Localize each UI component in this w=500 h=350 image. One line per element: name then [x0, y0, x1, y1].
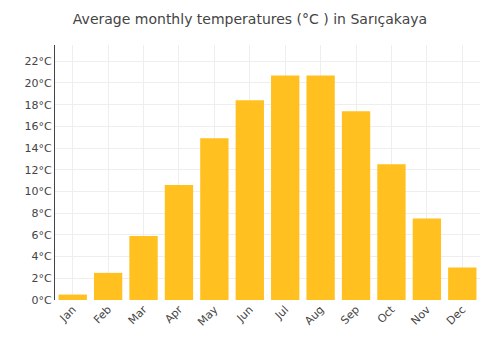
svg-text:14°C: 14°C [25, 142, 52, 155]
svg-text:Aug: Aug [302, 303, 326, 327]
svg-text:12°C: 12°C [25, 164, 52, 177]
svg-text:0°C: 0°C [32, 294, 52, 307]
svg-text:20°C: 20°C [25, 77, 52, 90]
svg-text:22°C: 22°C [25, 55, 52, 68]
svg-text:Jun: Jun [234, 303, 256, 325]
svg-text:18°C: 18°C [25, 99, 52, 112]
svg-text:Sep: Sep [338, 303, 362, 327]
svg-text:2°C: 2°C [32, 272, 52, 285]
svg-text:May: May [195, 303, 221, 329]
svg-text:Oct: Oct [375, 303, 398, 326]
svg-text:Dec: Dec [444, 303, 468, 327]
svg-text:Apr: Apr [162, 303, 185, 326]
svg-text:10°C: 10°C [25, 185, 52, 198]
svg-text:Feb: Feb [91, 303, 114, 326]
svg-text:16°C: 16°C [25, 120, 52, 133]
svg-text:Nov: Nov [409, 303, 434, 328]
svg-text:Jul: Jul [272, 303, 291, 322]
svg-text:6°C: 6°C [32, 229, 52, 242]
svg-text:4°C: 4°C [32, 250, 52, 263]
svg-text:Jan: Jan [57, 303, 79, 325]
svg-text:8°C: 8°C [32, 207, 52, 220]
svg-text:Mar: Mar [126, 303, 150, 327]
svg-text:Average monthly temperatures (: Average monthly temperatures (°C ) in Sa… [73, 11, 427, 27]
